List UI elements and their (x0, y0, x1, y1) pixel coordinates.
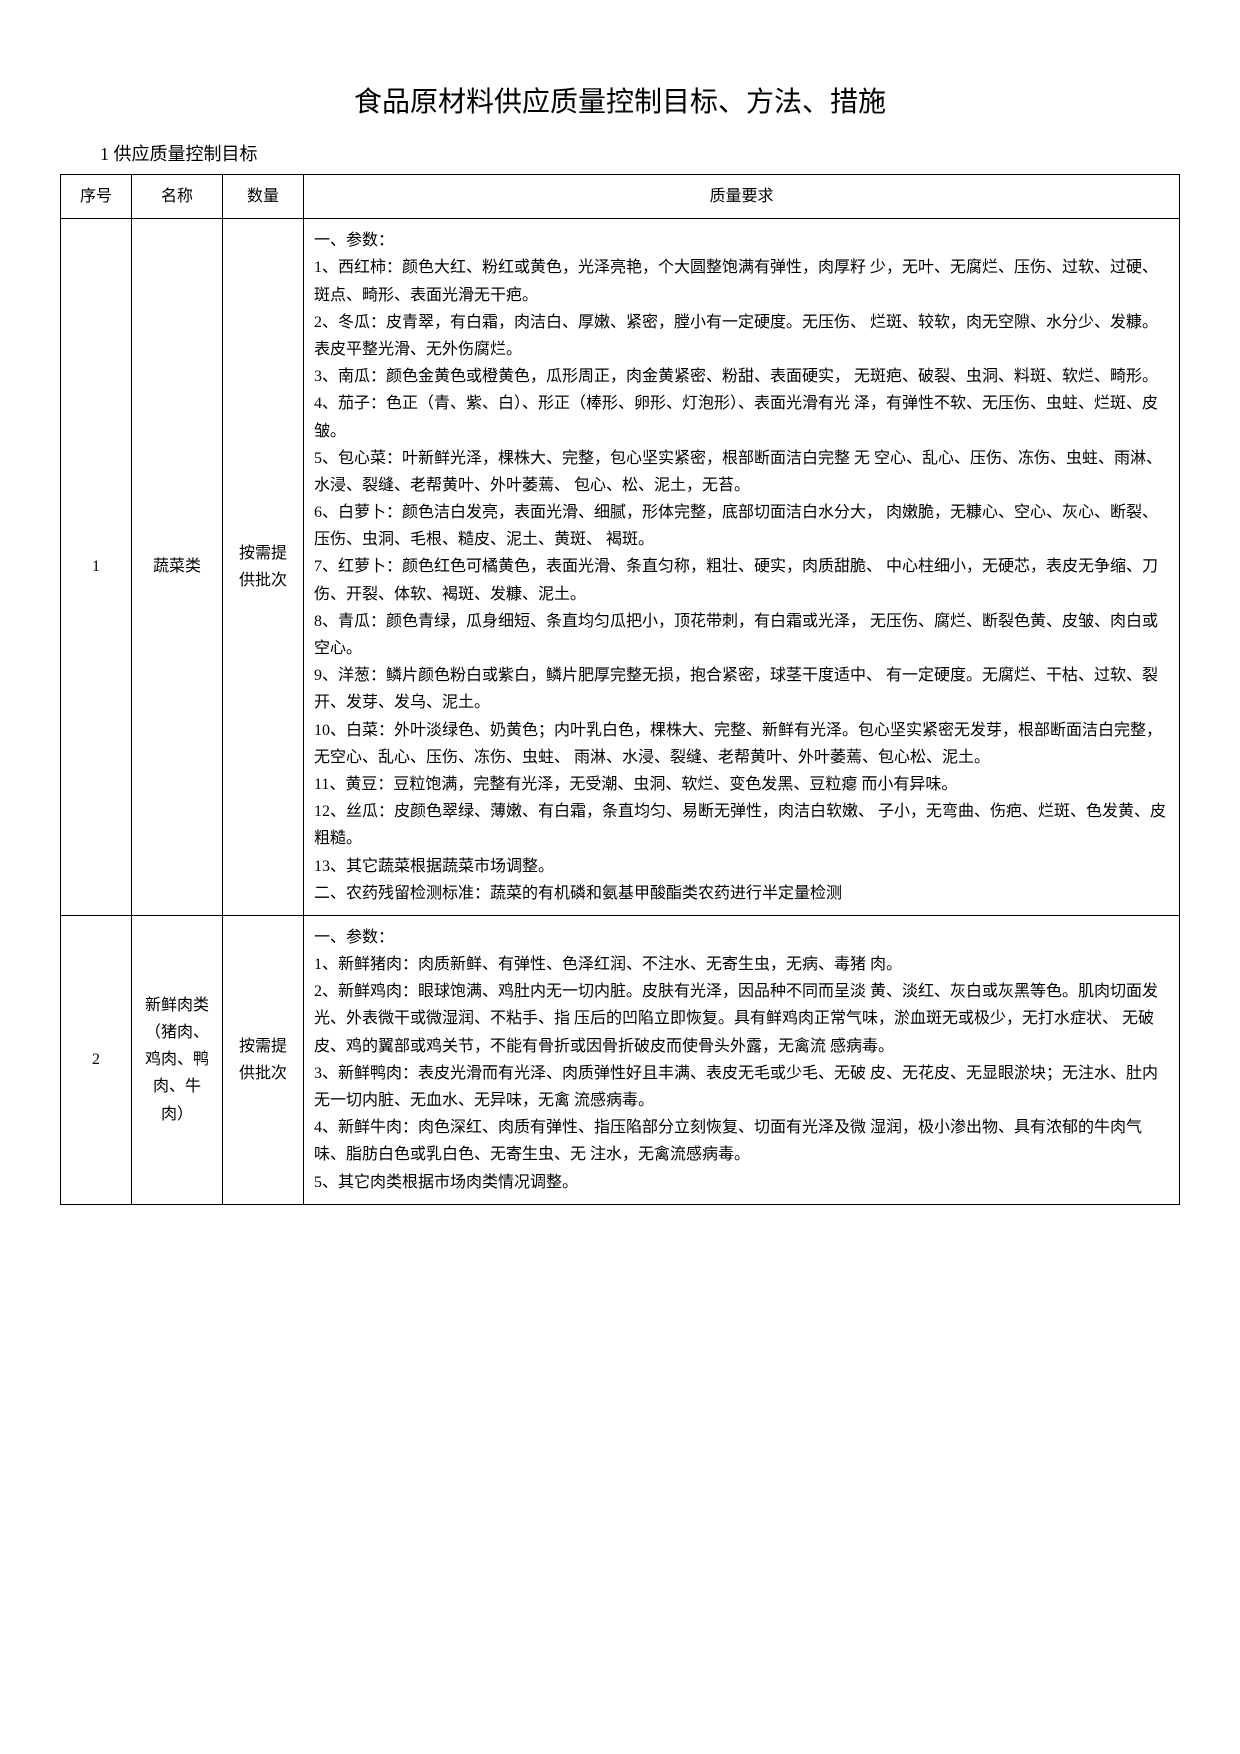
page-title: 食品原材料供应质量控制目标、方法、措施 (60, 80, 1180, 120)
req-line: 3、南瓜：颜色金黄色或橙黄色，瓜形周正，肉金黄紧密、粉甜、表面硬实， 无斑疤、破… (314, 363, 1169, 390)
req-line: 1、西红柿：颜色大红、粉红或黄色，光泽亮艳，个大圆整饱满有弹性，肉厚籽 少，无叶… (314, 254, 1169, 308)
req-line: 5、其它肉类根据市场肉类情况调整。 (314, 1169, 1169, 1196)
section-1-heading: 1 供应质量控制目标 (100, 140, 1180, 166)
quality-table: 序号 名称 数量 质量要求 1 蔬菜类 按需提供批次 一、参数： 1、西红柿：颜… (60, 174, 1180, 1205)
table-row: 1 蔬菜类 按需提供批次 一、参数： 1、西红柿：颜色大红、粉红或黄色，光泽亮艳… (61, 219, 1180, 916)
col-header-seq: 序号 (61, 175, 132, 219)
req-line: 3、新鲜鸭肉：表皮光滑而有光泽、肉质弹性好且丰满、表皮无毛或少毛、无破 皮、无花… (314, 1060, 1169, 1114)
table-header-row: 序号 名称 数量 质量要求 (61, 175, 1180, 219)
table-row: 2 新鲜肉类（猪肉、鸡肉、鸭肉、牛肉） 按需提供批次 一、参数： 1、新鲜猪肉：… (61, 915, 1180, 1204)
req-line: 11、黄豆：豆粒饱满，完整有光泽，无受潮、虫洞、软烂、变色发黑、豆粒瘪 而小有异… (314, 771, 1169, 798)
cell-qty-1: 按需提供批次 (223, 219, 304, 916)
req-line: 1、新鲜猪肉：肉质新鲜、有弹性、色泽红润、不注水、无寄生虫，无病、毒猪 肉。 (314, 951, 1169, 978)
req-line: 10、白菜：外叶淡绿色、奶黄色；内叶乳白色，棵株大、完整、新鲜有光泽。包心坚实紧… (314, 717, 1169, 771)
cell-name-1: 蔬菜类 (132, 219, 223, 916)
col-header-name: 名称 (132, 175, 223, 219)
cell-seq-1: 1 (61, 219, 132, 916)
req-line: 8、青瓜：颜色青绿，瓜身细短、条直均匀瓜把小，顶花带刺，有白霜或光泽， 无压伤、… (314, 608, 1169, 662)
req-line: 2、新鲜鸡肉：眼球饱满、鸡肚内无一切内脏。皮肤有光泽，因品种不同而呈淡 黄、淡红… (314, 978, 1169, 1060)
cell-req-1: 一、参数： 1、西红柿：颜色大红、粉红或黄色，光泽亮艳，个大圆整饱满有弹性，肉厚… (304, 219, 1180, 916)
req-line: 9、洋葱：鳞片颜色粉白或紫白，鳞片肥厚完整无损，抱合紧密，球茎干度适中、 有一定… (314, 662, 1169, 716)
req-line: 二、农药残留检测标准：蔬菜的有机磷和氨基甲酸酯类农药进行半定量检测 (314, 880, 1169, 907)
req-line: 7、红萝卜：颜色红色可橘黄色，表面光滑、条直匀称，粗壮、硬实，肉质甜脆、 中心柱… (314, 553, 1169, 607)
req-line: 6、白萝卜：颜色洁白发亮，表面光滑、细腻，形体完整，底部切面洁白水分大， 肉嫩脆… (314, 499, 1169, 553)
cell-seq-2: 2 (61, 915, 132, 1204)
cell-name-2: 新鲜肉类（猪肉、鸡肉、鸭肉、牛肉） (132, 915, 223, 1204)
req-line: 4、茄子：色正（青、紫、白）、形正（棒形、卵形、灯泡形）、表面光滑有光 泽，有弹… (314, 390, 1169, 444)
cell-qty-2: 按需提供批次 (223, 915, 304, 1204)
req-line: 5、包心菜：叶新鲜光泽，棵株大、完整，包心坚实紧密，根部断面洁白完整 无 空心、… (314, 445, 1169, 499)
req-line: 4、新鲜牛肉：肉色深红、肉质有弹性、指压陷部分立刻恢复、切面有光泽及微 湿润，极… (314, 1114, 1169, 1168)
col-header-qty: 数量 (223, 175, 304, 219)
req-line: 13、其它蔬菜根据蔬菜市场调整。 (314, 853, 1169, 880)
req-line: 12、丝瓜：皮颜色翠绿、薄嫩、有白霜，条直均匀、易断无弹性，肉洁白软嫩、 子小，… (314, 798, 1169, 852)
req-line: 一、参数： (314, 924, 1169, 951)
req-line: 2、冬瓜：皮青翠，有白霜，肉洁白、厚嫩、紧密，膛小有一定硬度。无压伤、 烂斑、较… (314, 309, 1169, 363)
req-line: 一、参数： (314, 227, 1169, 254)
col-header-req: 质量要求 (304, 175, 1180, 219)
cell-req-2: 一、参数： 1、新鲜猪肉：肉质新鲜、有弹性、色泽红润、不注水、无寄生虫，无病、毒… (304, 915, 1180, 1204)
